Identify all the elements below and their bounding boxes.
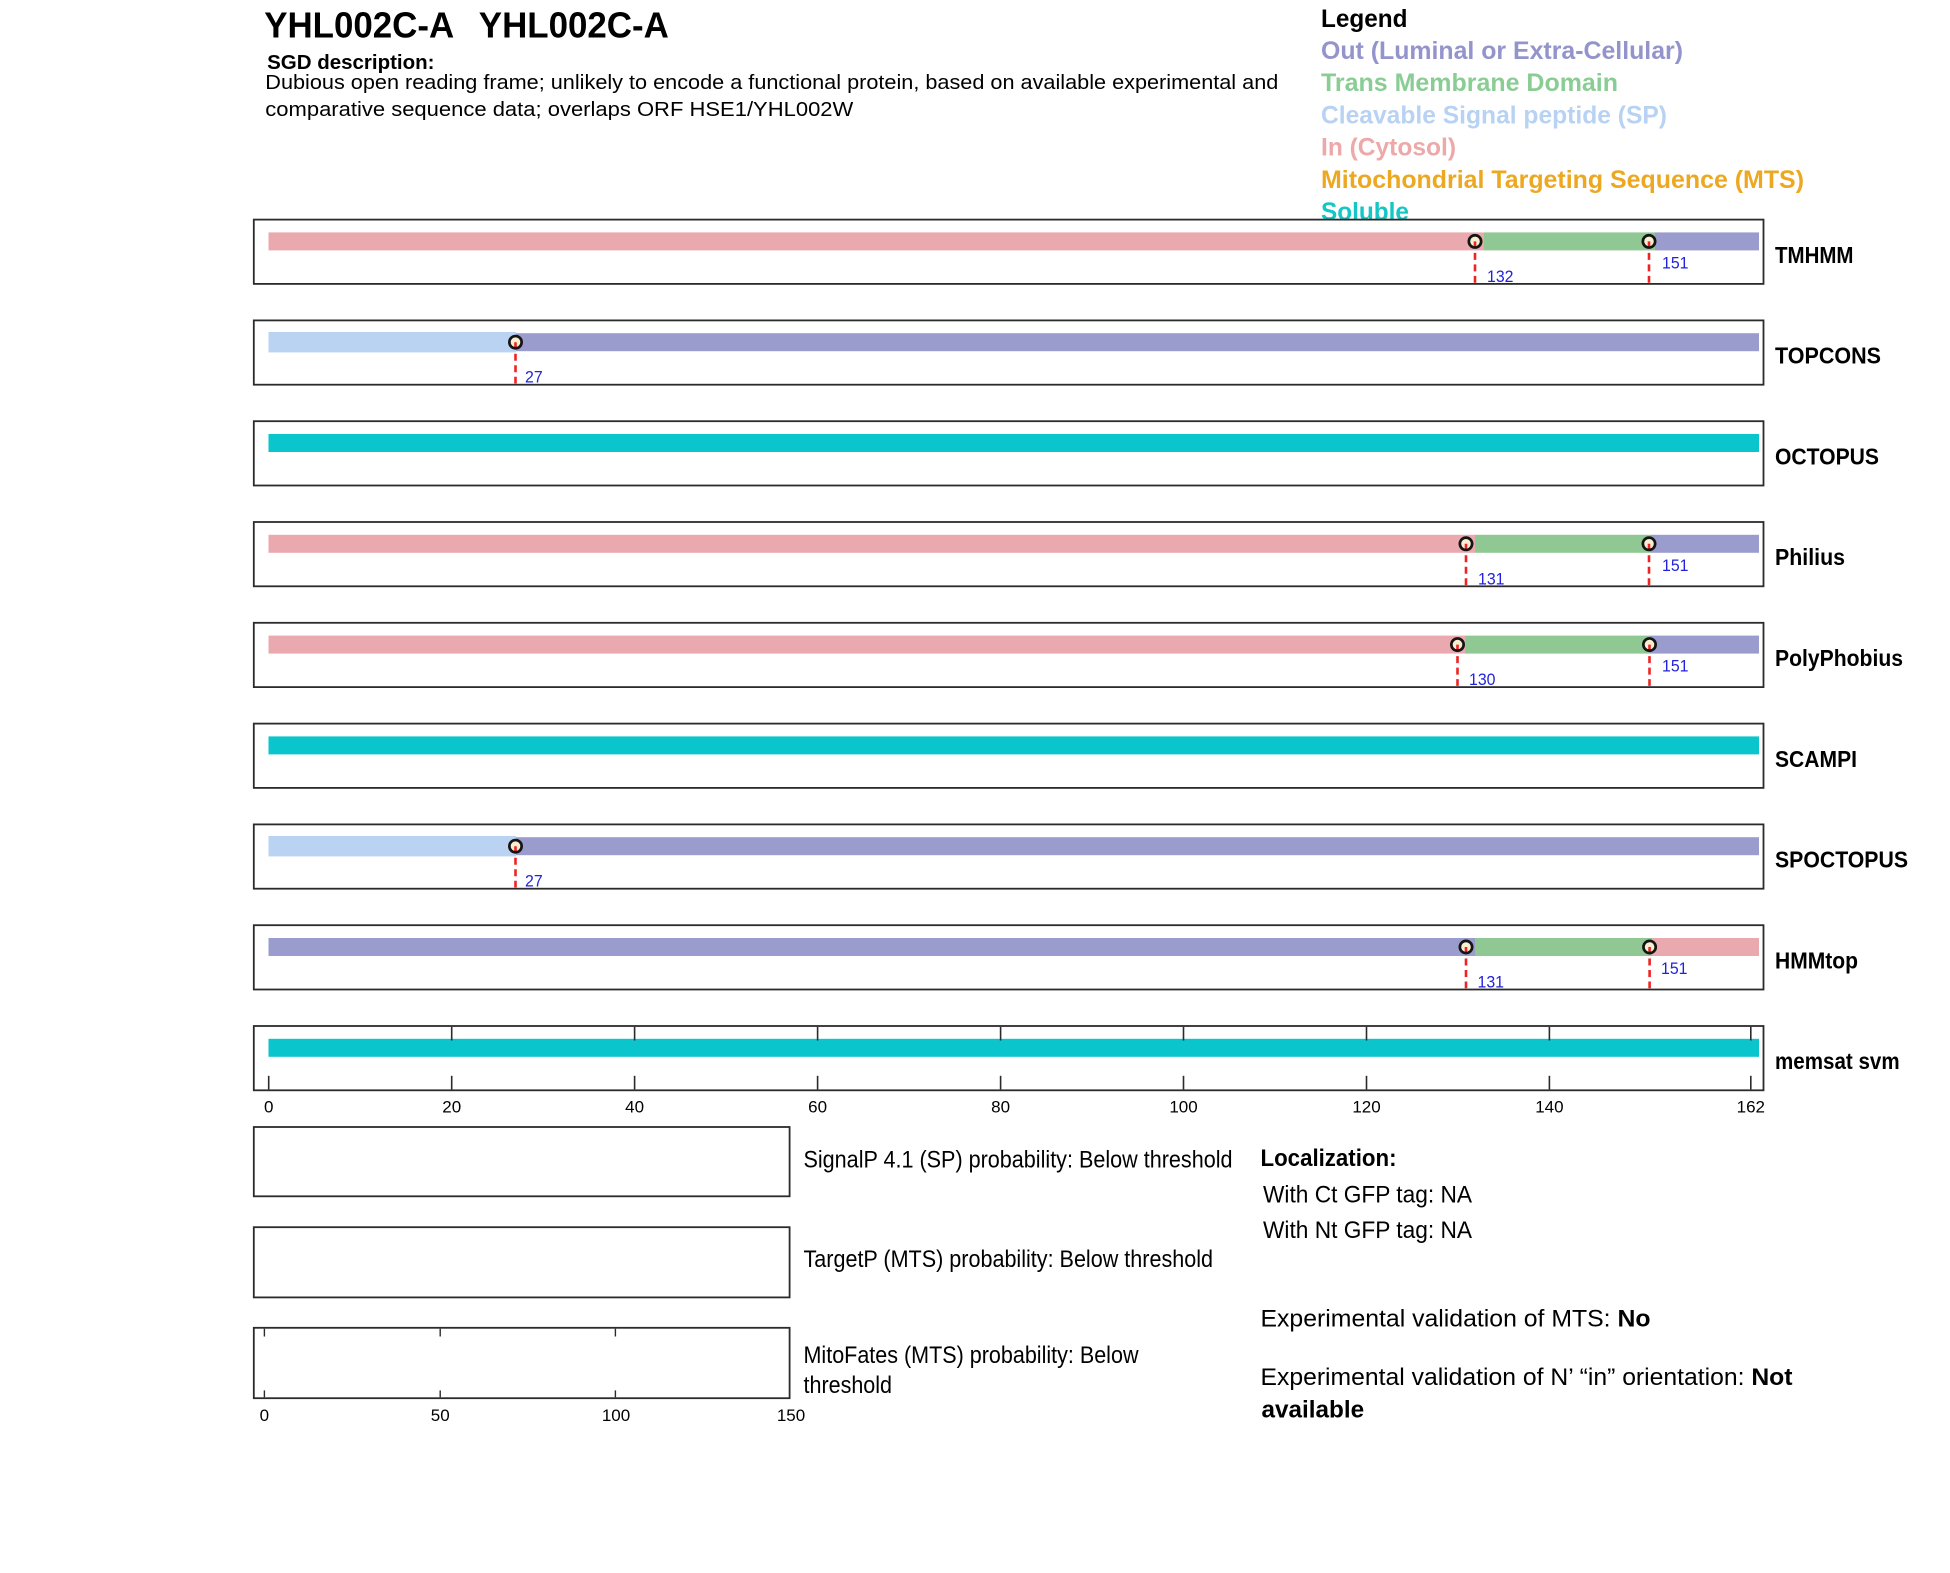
svg-text:Dubious open reading frame; un: Dubious open reading frame; unlikely to …	[265, 72, 1278, 94]
svg-text:PolyPhobius: PolyPhobius	[1775, 645, 1903, 671]
svg-text:100: 100	[602, 1406, 630, 1425]
svg-text:131: 131	[1478, 973, 1505, 992]
svg-text:SGD description:: SGD description:	[267, 52, 434, 74]
svg-text:132: 132	[1487, 267, 1514, 286]
svg-text:151: 151	[1661, 959, 1688, 978]
svg-text:Legend: Legend	[1321, 5, 1408, 33]
svg-text:151: 151	[1662, 253, 1689, 272]
svg-text:HMMtop: HMMtop	[1775, 947, 1858, 973]
svg-text:TOPCONS: TOPCONS	[1775, 343, 1881, 369]
svg-text:150: 150	[777, 1406, 805, 1425]
svg-text:comparative sequence data; ove: comparative sequence data; overlaps ORF …	[265, 99, 853, 121]
svg-text:SignalP 4.1 (SP) probability:: SignalP 4.1 (SP) probability: Below thre…	[804, 1146, 1233, 1173]
svg-text:20: 20	[442, 1098, 461, 1117]
svg-text:162: 162	[1737, 1098, 1765, 1117]
svg-text:Trans Membrane Domain: Trans Membrane Domain	[1321, 69, 1618, 97]
svg-text:TMHMM: TMHMM	[1775, 242, 1854, 268]
svg-text:memsat svm: memsat svm	[1775, 1048, 1900, 1074]
svg-text:0: 0	[264, 1098, 273, 1117]
svg-text:TargetP (MTS) probability: Bel: TargetP (MTS) probability: Below thresho…	[804, 1246, 1214, 1273]
svg-text:SCAMPI: SCAMPI	[1775, 746, 1857, 772]
svg-text:Mitochondrial Targeting Sequen: Mitochondrial Targeting Sequence (MTS)	[1321, 166, 1804, 194]
svg-text:Soluble: Soluble	[1321, 198, 1409, 226]
svg-text:YHL002C-A: YHL002C-A	[264, 4, 454, 45]
svg-text:Experimental validation of N’: Experimental validation of N’ “in” orien…	[1261, 1364, 1793, 1391]
svg-text:40: 40	[625, 1098, 644, 1117]
svg-text:MitoFates (MTS) probability: B: MitoFates (MTS) probability: Below	[804, 1342, 1140, 1369]
svg-text:Cleavable Signal peptide (SP): Cleavable Signal peptide (SP)	[1321, 101, 1667, 129]
svg-text:120: 120	[1352, 1098, 1380, 1117]
svg-text:131: 131	[1478, 569, 1505, 588]
svg-text:Out (Luminal or Extra-Cellular: Out (Luminal or Extra-Cellular)	[1321, 37, 1683, 65]
svg-text:151: 151	[1662, 657, 1689, 676]
svg-text:0: 0	[260, 1406, 269, 1425]
svg-text:available: available	[1262, 1397, 1365, 1424]
svg-text:YHL002C-A: YHL002C-A	[479, 4, 669, 45]
svg-text:With Nt GFP tag: NA: With Nt GFP tag: NA	[1263, 1217, 1472, 1244]
svg-text:50: 50	[431, 1406, 450, 1425]
svg-text:With Ct GFP tag: NA: With Ct GFP tag: NA	[1263, 1182, 1472, 1209]
svg-text:130: 130	[1469, 670, 1496, 689]
svg-text:SPOCTOPUS: SPOCTOPUS	[1775, 847, 1908, 873]
svg-text:OCTOPUS: OCTOPUS	[1775, 443, 1879, 469]
svg-text:Philius: Philius	[1775, 544, 1845, 570]
svg-text:27: 27	[525, 872, 543, 891]
svg-text:80: 80	[991, 1098, 1010, 1117]
svg-text:60: 60	[808, 1098, 827, 1117]
svg-text:threshold: threshold	[804, 1372, 893, 1399]
svg-text:27: 27	[525, 368, 543, 387]
svg-text:In (Cytosol): In (Cytosol)	[1321, 134, 1456, 162]
svg-text:151: 151	[1662, 556, 1689, 575]
svg-text:100: 100	[1169, 1098, 1197, 1117]
svg-text:140: 140	[1535, 1098, 1563, 1117]
svg-text:Localization:: Localization:	[1261, 1145, 1397, 1172]
svg-text:Experimental validation of MTS: Experimental validation of MTS: No	[1261, 1306, 1651, 1333]
